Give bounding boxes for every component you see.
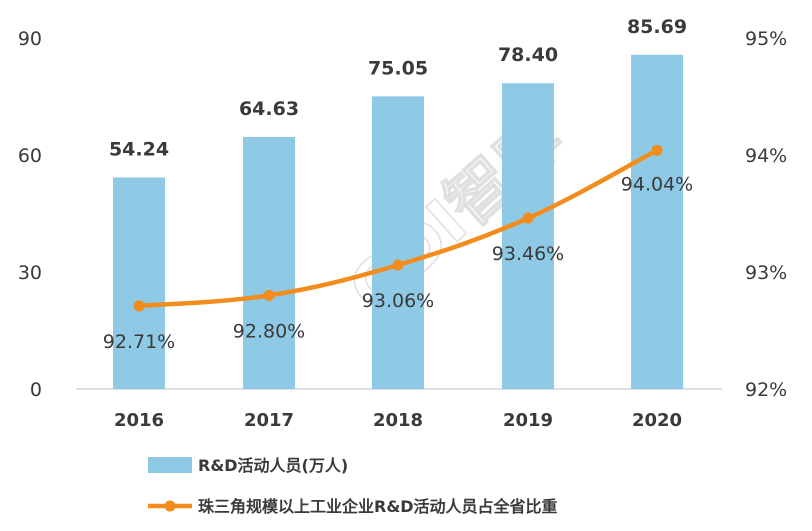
legend: R&D活动人员(万人) 珠三角规模以上工业企业R&D活动人员占全省比重 bbox=[148, 456, 558, 516]
line-series: 92.71% 92.80% 93.06% 93.46% 94.04% bbox=[103, 144, 693, 353]
line-point bbox=[263, 289, 275, 301]
line-point bbox=[522, 212, 534, 224]
bar bbox=[243, 136, 295, 389]
line-point-label: 92.71% bbox=[103, 331, 175, 353]
bar-value-label: 75.05 bbox=[368, 57, 428, 79]
right-axis-tick-label: 92% bbox=[745, 379, 787, 401]
line-point-label: 93.06% bbox=[362, 290, 434, 312]
bar-value-label: 54.24 bbox=[109, 138, 169, 160]
bar bbox=[631, 54, 683, 390]
legend-line-label: 珠三角规模以上工业企业R&D活动人员占全省比重 bbox=[198, 497, 558, 516]
bar-value-label: 78.40 bbox=[498, 44, 558, 66]
legend-bar-swatch bbox=[148, 457, 192, 473]
right-axis-tick-label: 94% bbox=[745, 145, 787, 167]
x-axis-tick-label: 2016 bbox=[114, 410, 164, 431]
line-point bbox=[392, 259, 404, 271]
line-point-label: 93.46% bbox=[492, 243, 564, 265]
bar-value-label: 64.63 bbox=[239, 98, 299, 120]
right-axis-tick-label: 93% bbox=[745, 262, 787, 284]
line-point-label: 92.80% bbox=[233, 320, 305, 342]
line-point-label: 94.04% bbox=[621, 173, 693, 195]
x-axis-tick-label: 2019 bbox=[503, 410, 553, 431]
right-axis-tick-label: 95% bbox=[745, 28, 787, 50]
bar bbox=[113, 177, 165, 389]
x-axis-tick-label: 2018 bbox=[373, 410, 423, 431]
left-axis-tick-label: 60 bbox=[18, 145, 42, 167]
left-axis-tick-label: 0 bbox=[30, 379, 42, 401]
legend-line-marker bbox=[164, 500, 176, 512]
x-axis-tick-label: 2017 bbox=[244, 410, 294, 431]
x-axis-tick-label: 2020 bbox=[632, 410, 682, 431]
bar-series: 54.24 64.63 75.05 78.40 85.69 bbox=[109, 16, 687, 390]
left-axis-tick-label: 90 bbox=[18, 28, 42, 50]
bar bbox=[372, 96, 424, 390]
legend-bar-label: R&D活动人员(万人) bbox=[198, 456, 348, 475]
left-axis-tick-label: 30 bbox=[18, 262, 42, 284]
line-point bbox=[651, 144, 663, 156]
line-point bbox=[133, 300, 145, 312]
axes: 0 30 60 90 92% 93% 94% 95% 2016 2017 2018 2019 2020 bbox=[18, 28, 787, 431]
bar-value-label: 85.69 bbox=[627, 16, 687, 38]
bar bbox=[502, 83, 554, 390]
